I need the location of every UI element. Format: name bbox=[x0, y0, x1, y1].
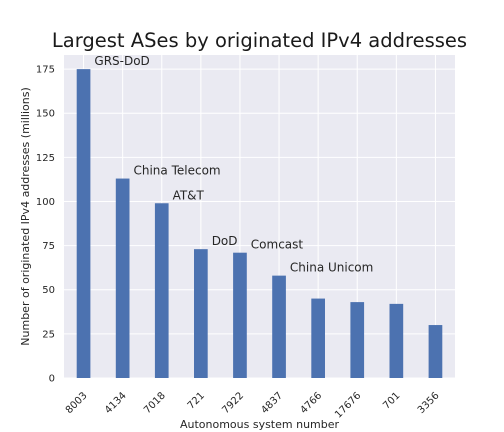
x-tick-label-7922: 7922 bbox=[220, 390, 246, 416]
x-tick-label-7018: 7018 bbox=[142, 390, 168, 416]
bar-4134 bbox=[115, 178, 130, 378]
y-tick-labels: 0 25 50 75 100 125 150 175 bbox=[36, 65, 55, 385]
x-tick-label-4837: 4837 bbox=[259, 390, 285, 416]
bar-4766 bbox=[311, 298, 325, 378]
annotation-4837: China Unicom bbox=[290, 261, 373, 275]
y-tick-label-150: 150 bbox=[36, 109, 55, 120]
x-tick-label-3356: 3356 bbox=[416, 390, 442, 416]
x-tick-label-701: 701 bbox=[381, 390, 402, 411]
y-tick-label-100: 100 bbox=[36, 197, 55, 208]
bars bbox=[76, 69, 443, 379]
x-tick-label-721: 721 bbox=[186, 390, 207, 411]
bar-721 bbox=[194, 249, 208, 378]
bar-17676 bbox=[350, 302, 365, 378]
annotation-4134: China Telecom bbox=[133, 164, 220, 178]
y-tick-label-25: 25 bbox=[42, 329, 55, 340]
bar-annotations: GRS-DoD China Telecom AT&T DoD Comcast China … bbox=[94, 54, 373, 275]
y-axis-label: Number of originated IPv4 addresses (mil… bbox=[19, 87, 32, 345]
bar-4837 bbox=[272, 275, 286, 378]
x-axis-label: Autonomous system number bbox=[180, 418, 340, 431]
bar-8003 bbox=[76, 69, 91, 379]
x-tick-label-4766: 4766 bbox=[298, 390, 324, 416]
bar-7018 bbox=[154, 203, 169, 378]
bar-701 bbox=[389, 303, 404, 378]
annotation-8003: GRS-DoD bbox=[94, 54, 149, 68]
y-tick-label-50: 50 bbox=[42, 285, 55, 296]
chart-title: Largest ASes by originated IPv4 addresse… bbox=[52, 29, 467, 52]
y-tick-label-125: 125 bbox=[36, 153, 55, 164]
annotation-7018: AT&T bbox=[173, 188, 205, 202]
annotation-721: DoD bbox=[212, 234, 238, 248]
x-tick-label-17676: 17676 bbox=[333, 390, 363, 420]
y-tick-label-175: 175 bbox=[36, 65, 55, 76]
bar-7922 bbox=[233, 252, 247, 378]
y-tick-label-75: 75 bbox=[42, 241, 55, 252]
x-tick-labels: 8003 4134 7018 721 7922 4837 4766 17676 701 3356 bbox=[64, 390, 442, 420]
x-tick-label-8003: 8003 bbox=[64, 390, 90, 416]
x-tick-label-4134: 4134 bbox=[103, 390, 129, 416]
y-tick-label-0: 0 bbox=[49, 374, 55, 385]
bar-3356 bbox=[428, 325, 443, 378]
annotation-7922: Comcast bbox=[251, 238, 304, 252]
